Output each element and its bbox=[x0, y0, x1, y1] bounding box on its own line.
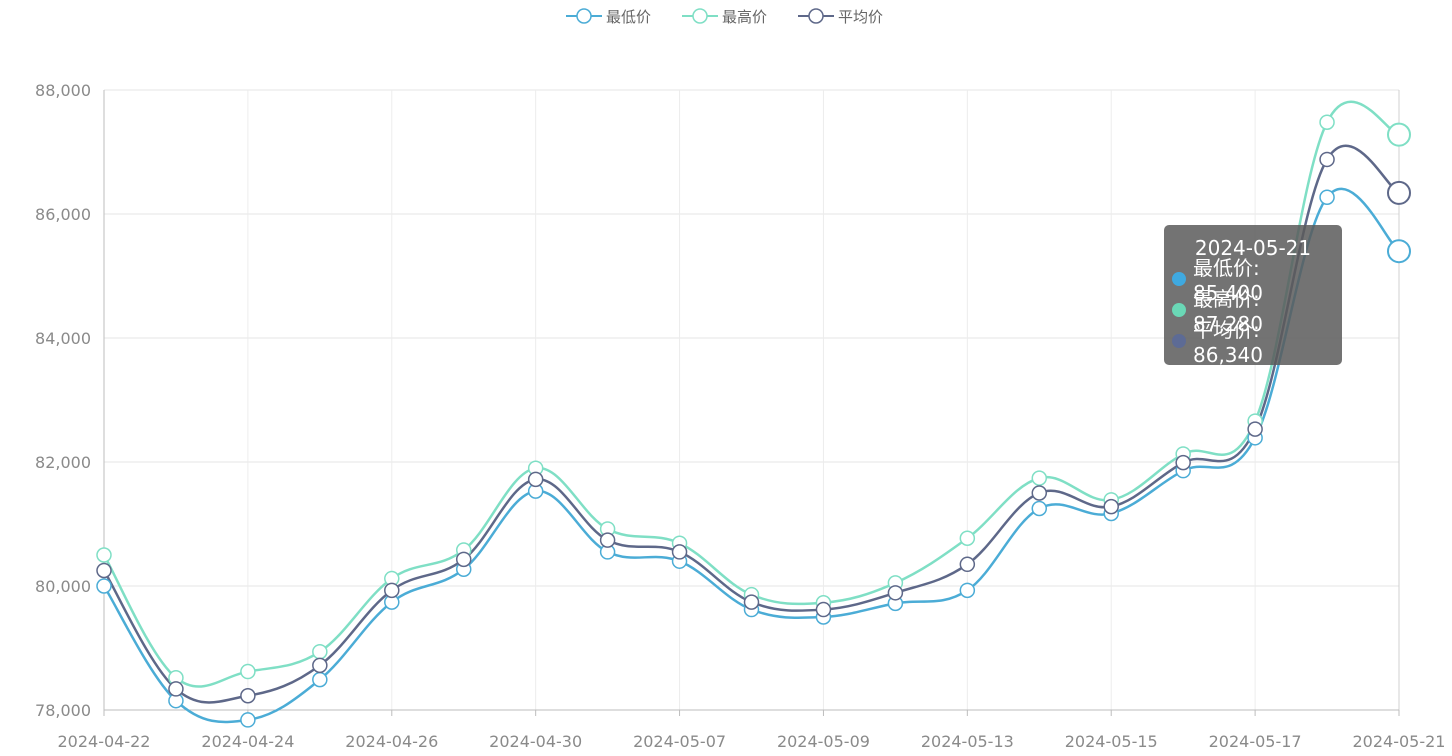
data-point-0-13 bbox=[1031, 500, 1048, 517]
data-point-1-13 bbox=[1031, 470, 1048, 486]
data-point-0-3 bbox=[312, 671, 328, 688]
data-point-2-8 bbox=[671, 544, 688, 560]
x-tick-label: 2024-05-17 bbox=[1209, 732, 1302, 751]
data-point-2-14 bbox=[1103, 498, 1119, 515]
x-tick-label: 2024-05-09 bbox=[777, 732, 870, 751]
data-point-0-0 bbox=[96, 578, 112, 594]
data-point-2-17 bbox=[1319, 151, 1335, 168]
data-point-2-11 bbox=[887, 585, 904, 601]
data-point-2-18 bbox=[1387, 180, 1411, 205]
x-tick-label: 2024-05-15 bbox=[1065, 732, 1158, 751]
y-tick-label: 86,000 bbox=[35, 205, 91, 224]
tooltip-min-text: 最低价: 85,400 bbox=[1193, 256, 1263, 305]
x-tick-label: 2024-05-21 bbox=[1353, 732, 1446, 751]
data-point-2-16 bbox=[1247, 421, 1263, 437]
tick-labels: 78,000 80,000 82,000 84,000 86,000 88,000 2024… bbox=[35, 81, 1445, 751]
data-point-2-0 bbox=[96, 562, 112, 579]
data-point-1-12 bbox=[959, 530, 976, 547]
data-point-2-10 bbox=[815, 601, 832, 618]
tooltip-max-text: 最高价: 87,280 bbox=[1193, 287, 1263, 336]
data-point-2-1 bbox=[168, 681, 184, 697]
tooltip-avg-dot-icon bbox=[1172, 333, 1186, 348]
x-tick-label: 2024-04-22 bbox=[58, 732, 151, 751]
legend: 最低价 最高价 平均价 bbox=[0, 4, 1452, 28]
data-point-0-17 bbox=[1319, 189, 1335, 206]
tooltip-row-max: 最高价: 87,280 bbox=[1172, 287, 1334, 336]
tooltip-row-min: 最低价: 85,400 bbox=[1172, 256, 1334, 305]
data-point-2-4 bbox=[384, 582, 400, 599]
legend-item-avg[interactable]: 平均价 bbox=[798, 4, 883, 28]
data-point-2-7 bbox=[599, 532, 616, 548]
data-point-0-18 bbox=[1387, 239, 1411, 264]
legend-label-max: 最高价 bbox=[722, 7, 768, 26]
data-point-1-18 bbox=[1387, 122, 1411, 147]
series-group bbox=[96, 100, 1411, 728]
data-point-1-17 bbox=[1319, 114, 1335, 130]
data-point-1-0 bbox=[96, 547, 112, 563]
data-point-0-2 bbox=[240, 712, 256, 728]
data-point-2-12 bbox=[959, 556, 976, 573]
legend-max-marker-icon bbox=[682, 8, 718, 24]
y-tick-label: 82,000 bbox=[35, 453, 91, 472]
data-point-2-2 bbox=[240, 687, 256, 704]
tooltip-row-avg: 平均价: 86,340 bbox=[1172, 318, 1334, 367]
legend-avg-marker-icon bbox=[798, 8, 834, 24]
data-point-1-3 bbox=[312, 643, 328, 660]
data-point-2-13 bbox=[1031, 485, 1048, 501]
legend-label-min: 最低价 bbox=[606, 7, 652, 26]
data-point-2-6 bbox=[527, 471, 544, 488]
tooltip-min-dot-icon bbox=[1172, 271, 1186, 286]
tooltip-max-dot-icon bbox=[1172, 302, 1186, 317]
grid-lines bbox=[103, 89, 1400, 711]
data-point-2-5 bbox=[455, 551, 472, 568]
x-tick-label: 2024-04-30 bbox=[489, 732, 582, 751]
data-point-2-3 bbox=[312, 657, 328, 674]
tooltip: 2024-05-21 最低价: 85,400 最高价: 87,280 平均价: … bbox=[1164, 225, 1342, 367]
y-tick-label: 80,000 bbox=[35, 577, 91, 596]
x-tick-label: 2024-05-07 bbox=[633, 732, 726, 751]
legend-label-avg: 平均价 bbox=[838, 7, 884, 26]
data-point-1-2 bbox=[240, 663, 256, 680]
tooltip-title: 2024-05-21 bbox=[1194, 236, 1312, 260]
legend-min-marker-icon bbox=[566, 8, 602, 24]
legend-item-max[interactable]: 最高价 bbox=[682, 4, 767, 28]
data-point-2-9 bbox=[743, 594, 760, 610]
legend-item-min[interactable]: 最低价 bbox=[566, 4, 651, 28]
y-tick-label: 88,000 bbox=[35, 81, 91, 100]
x-tick-label: 2024-04-26 bbox=[345, 732, 438, 751]
axes bbox=[103, 90, 1400, 716]
y-tick-label: 84,000 bbox=[35, 329, 91, 348]
data-point-2-15 bbox=[1175, 454, 1191, 471]
y-tick-label: 78,000 bbox=[35, 701, 91, 720]
x-tick-label: 2024-04-24 bbox=[201, 732, 294, 751]
data-point-0-12 bbox=[959, 582, 976, 599]
tooltip-avg-text: 平均价: 86,340 bbox=[1193, 318, 1263, 367]
x-tick-label: 2024-05-13 bbox=[921, 732, 1014, 751]
